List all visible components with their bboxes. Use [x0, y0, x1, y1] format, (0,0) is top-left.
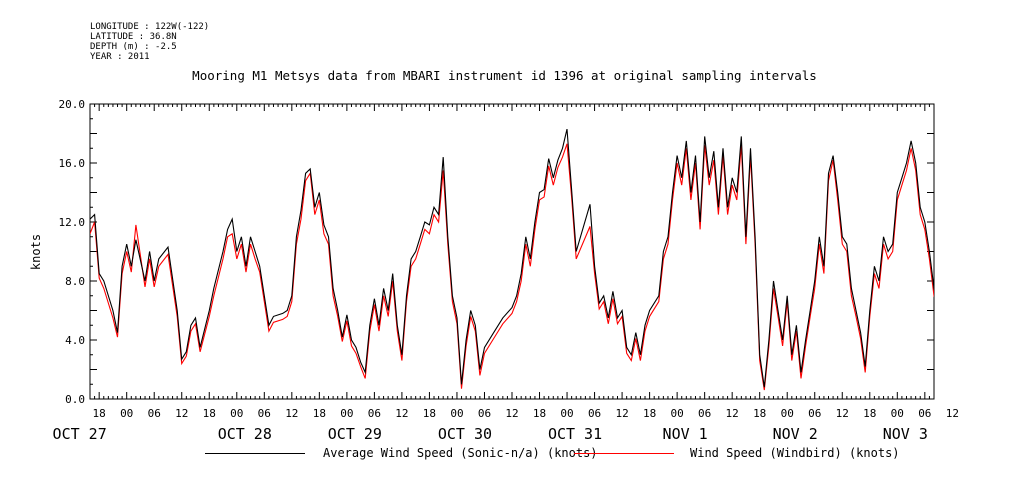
x-tick-label: 12	[615, 407, 628, 420]
y-tick-label: 0.0	[65, 393, 85, 406]
legend-swatch-windbird	[574, 453, 674, 454]
y-axis-label: knots	[29, 234, 43, 270]
series-line-windbird-wind-speed	[90, 143, 934, 391]
x-date-label: OCT 29	[328, 425, 382, 443]
plot-frame	[89, 103, 935, 400]
y-tick-label: 12.0	[59, 216, 86, 229]
x-tick-label: 12	[285, 407, 298, 420]
plot-border	[89, 103, 935, 400]
y-tick-label: 20.0	[59, 98, 86, 111]
x-tick-label: 18	[753, 407, 766, 420]
x-date-label: OCT 27	[53, 425, 107, 443]
x-axis: 18 00 06 12 18 00 06 12 18 00 06 12 18 00 06 12 18 00 06 12…	[53, 104, 959, 443]
series-layer	[90, 128, 934, 391]
x-tick-label: 06	[698, 407, 711, 420]
x-tick-label: 06	[148, 407, 161, 420]
x-date-label: NOV 2	[773, 425, 818, 443]
x-tick-label: 06	[918, 407, 931, 420]
x-tick-label: 12	[726, 407, 739, 420]
x-tick-label: 00	[230, 407, 243, 420]
legend: Average Wind Speed (Sonic-n/a) (knots) W…	[0, 444, 1009, 464]
x-tick-label: 00	[120, 407, 133, 420]
metadata-block: LONGITUDE : 122W(-122) LATITUDE : 36.8N …	[90, 22, 209, 62]
legend-label-average: Average Wind Speed (Sonic-n/a) (knots)	[323, 446, 598, 460]
longitude-text: LONGITUDE : 122W(-122)	[90, 22, 210, 32]
x-tick-label: 12	[505, 407, 518, 420]
x-tick-label: 12	[836, 407, 849, 420]
y-tick-label: 16.0	[59, 157, 86, 170]
x-tick-label: 12	[175, 407, 188, 420]
x-tick-label: 18	[863, 407, 876, 420]
legend-label-windbird: Wind Speed (Windbird) (knots)	[690, 446, 900, 460]
x-date-label: OCT 31	[548, 425, 602, 443]
x-tick-label: 00	[560, 407, 573, 420]
latitude-text: LATITUDE : 36.8N	[90, 32, 177, 42]
x-tick-label: 18	[313, 407, 326, 420]
x-tick-label: 06	[808, 407, 821, 420]
depth-text: DEPTH (m) : -2.5	[90, 42, 177, 52]
x-tick-label: 18	[93, 407, 106, 420]
x-tick-label: 06	[478, 407, 491, 420]
x-tick-label: 12	[395, 407, 408, 420]
y-tick-label: 4.0	[65, 334, 85, 347]
year-text: YEAR : 2011	[90, 52, 150, 62]
chart-title: Mooring M1 Metsys data from MBARI instru…	[192, 68, 817, 83]
x-date-label: NOV 1	[663, 425, 708, 443]
x-tick-label: 00	[671, 407, 684, 420]
y-tick-label: 8.0	[65, 275, 85, 288]
x-tick-label: 06	[368, 407, 381, 420]
x-date-label: OCT 28	[218, 425, 272, 443]
x-tick-label: 00	[450, 407, 463, 420]
x-tick-label: 06	[588, 407, 601, 420]
legend-swatch-average	[205, 453, 305, 454]
x-tick-label: 00	[781, 407, 794, 420]
series-line-average-wind-speed	[90, 128, 934, 388]
x-tick-label: 18	[423, 407, 436, 420]
x-tick-label: 12	[946, 407, 959, 420]
x-date-label: NOV 3	[883, 425, 928, 443]
x-tick-label: 18	[643, 407, 656, 420]
x-tick-label: 18	[203, 407, 216, 420]
y-axis: 0.0 4.0 8.0 12.0 16.0 20.0	[59, 98, 934, 406]
x-tick-label: 00	[891, 407, 904, 420]
x-tick-label: 18	[533, 407, 546, 420]
x-tick-label: 06	[258, 407, 271, 420]
x-tick-label: 00	[340, 407, 353, 420]
x-date-label: OCT 30	[438, 425, 492, 443]
